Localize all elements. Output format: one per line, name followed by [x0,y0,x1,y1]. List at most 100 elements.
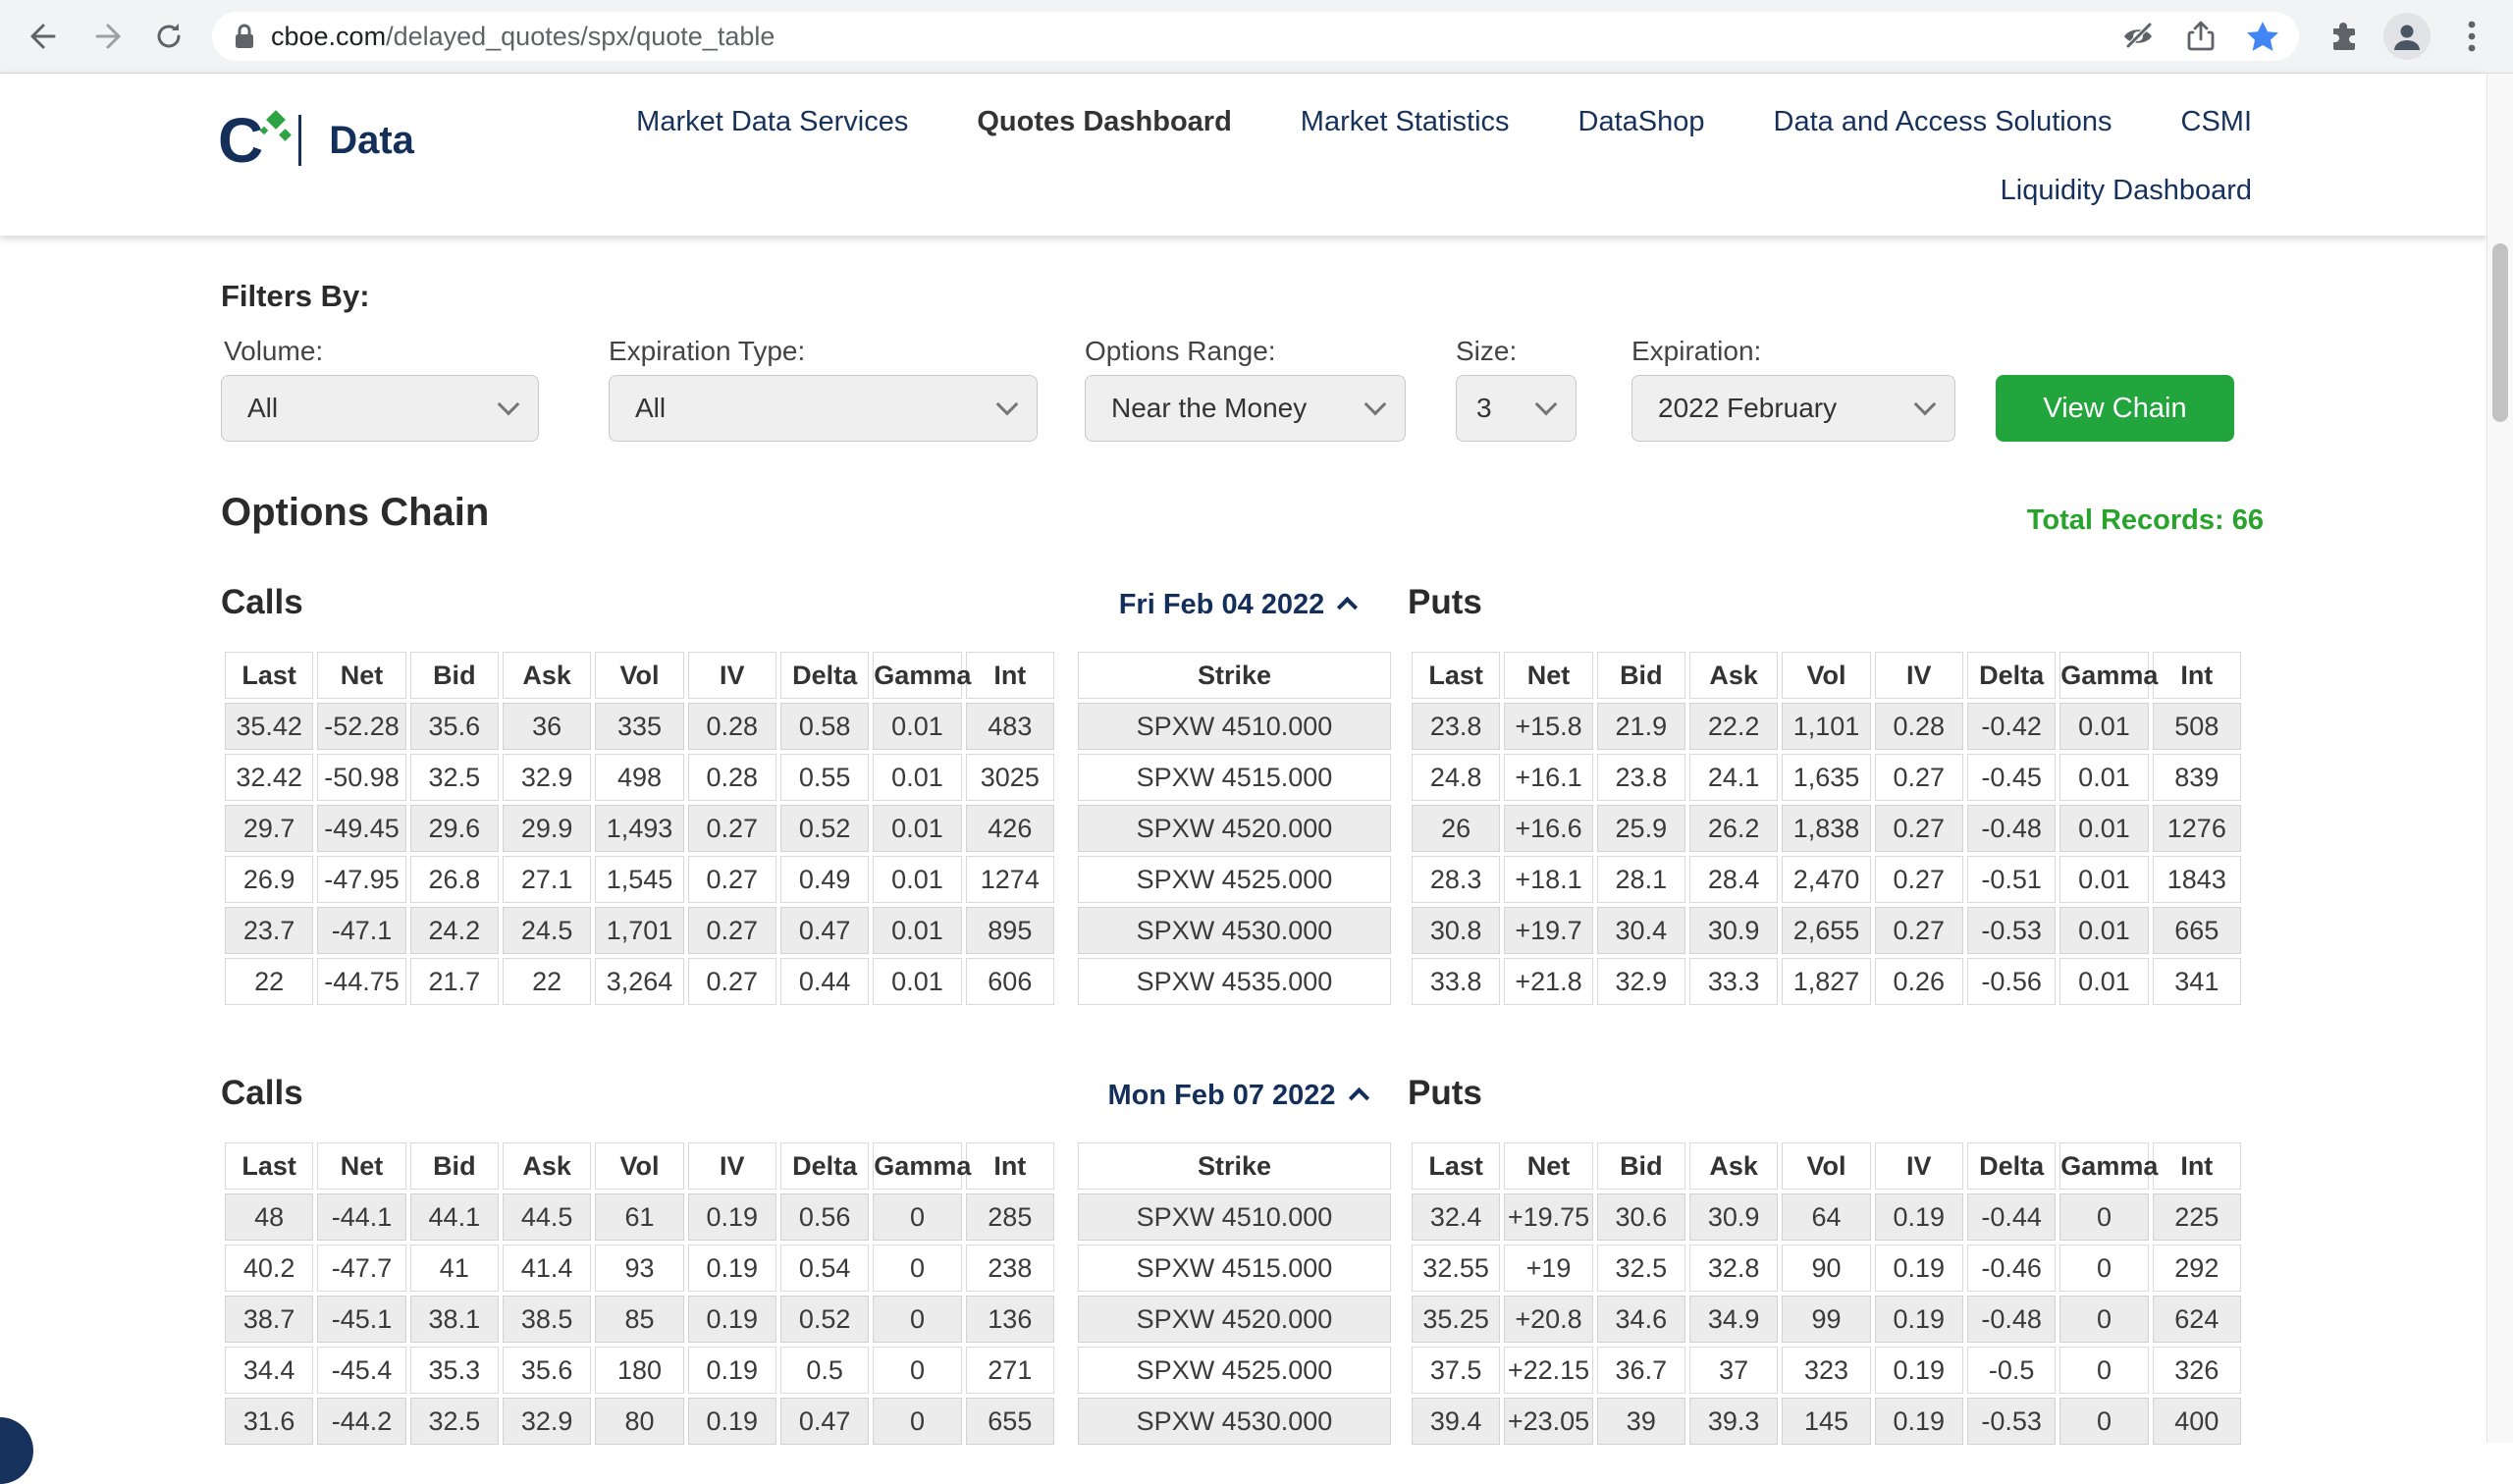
table-cell: 292 [2152,1245,2241,1292]
table-cell: 0.01 [873,805,962,852]
table-cell: 0.01 [2059,958,2149,1005]
table-cell: 498 [595,754,684,801]
table-cell: 22 [225,958,314,1005]
profile-avatar-icon[interactable] [2383,13,2431,60]
expiration-label: Expiration: [1631,336,1762,366]
strike-table: Strike SPXW 4510.000 SPXW 4515.000 SPXW 452… [1074,648,1395,1009]
nav-csmi[interactable]: CSMI [2180,106,2253,137]
nav-market-statistics[interactable]: Market Statistics [1300,106,1510,137]
expiration-date-toggle[interactable]: Mon Feb 07 2022 [991,1080,1482,1112]
hidden-eye-icon[interactable] [2120,21,2156,52]
table-cell: 26.9 [225,856,314,903]
expiration-select[interactable]: 2022 February [1631,375,1955,442]
table-cell: 1,545 [595,856,684,903]
table-cell: 23.7 [225,907,314,954]
column-header: Delta [779,652,870,699]
table-cell: 22.2 [1688,703,1779,750]
expiration-type-select[interactable]: All [609,375,1038,442]
expiration-type-value: All [635,393,667,423]
bookmark-star-icon[interactable] [2246,20,2279,53]
table-cell: 41.4 [502,1245,592,1292]
table-cell: 0.54 [779,1245,870,1292]
column-header: IV [1874,1142,1963,1190]
table-cell: 0.19 [687,1245,776,1292]
nav-market-data-services[interactable]: Market Data Services [636,106,909,137]
column-header: Int [965,652,1054,699]
table-cell: 30.6 [1596,1193,1685,1241]
table-cell: 32.9 [502,1398,592,1445]
table-cell: 0.52 [779,1296,870,1343]
nav-liquidity-dashboard[interactable]: Liquidity Dashboard [2000,175,2252,206]
table-cell: 1,635 [1782,754,1871,801]
table-cell: 32.55 [1412,1245,1501,1292]
table-cell: 0.28 [687,754,776,801]
logo-divider [298,115,302,166]
sparkle-diamond-icon [266,110,286,130]
url-text: cboe.com/delayed_quotes/spx/quote_table [271,22,775,52]
table-cell: 3,264 [595,958,684,1005]
table-cell: 0.01 [2059,754,2149,801]
table-cell: 23.8 [1412,703,1501,750]
column-header: Ask [502,652,592,699]
table-cell: -0.48 [1966,805,2057,852]
reload-icon[interactable] [149,17,188,56]
options-chain-title: Options Chain [221,491,490,534]
table-cell: 38.5 [502,1296,592,1343]
share-icon[interactable] [2185,20,2217,53]
menu-dots-icon[interactable] [2452,17,2491,56]
column-header: IV [687,1142,776,1190]
options-range-select[interactable]: Near the Money [1085,375,1406,442]
table-cell: 35.25 [1412,1296,1501,1343]
strike-table: Strike SPXW 4510.000 SPXW 4515.000 SPXW 452… [1074,1139,1395,1449]
size-select[interactable]: 3 [1456,375,1577,442]
table-cell: 0.47 [779,1398,870,1445]
table-cell: 0 [2059,1193,2149,1241]
table-cell: 93 [595,1245,684,1292]
table-cell: +23.05 [1504,1398,1593,1445]
extensions-puzzle-icon[interactable] [2325,17,2364,56]
view-chain-button[interactable]: View Chain [1996,375,2234,442]
strike-cell: SPXW 4510.000 [1078,1193,1391,1241]
table-cell: 32.5 [409,754,499,801]
chevron-down-icon [497,393,520,416]
strike-cell: SPXW 4525.000 [1078,1347,1391,1394]
table-cell: 0 [2059,1245,2149,1292]
expiration-date-label: Fri Feb 04 2022 [1118,589,1325,620]
table-cell: -52.28 [317,703,406,750]
floating-widget[interactable] [0,1417,33,1484]
table-cell: 0.44 [779,958,870,1005]
column-header: Last [1412,1142,1501,1190]
table-cell: 0.26 [1874,958,1963,1005]
table-cell: 0 [873,1245,962,1292]
table-cell: 0.27 [687,907,776,954]
scrollbar-thumb[interactable] [2492,243,2508,422]
table-cell: 136 [965,1296,1054,1343]
table-cell: 0.27 [1874,754,1963,801]
table-cell: +19.7 [1504,907,1593,954]
table-cell: 35.6 [502,1347,592,1394]
table-cell: 39.3 [1688,1398,1779,1445]
puts-heading: Puts [1408,1074,1482,1112]
volume-select[interactable]: All [221,375,539,442]
table-cell: 32.5 [409,1398,499,1445]
forward-icon[interactable] [90,17,130,56]
sparkle-diamond-icon [279,129,292,141]
table-cell: 0.19 [1874,1193,1963,1241]
nav-quotes-dashboard[interactable]: Quotes Dashboard [977,106,1232,137]
table-cell: 0.01 [2059,703,2149,750]
column-header: Net [317,652,406,699]
nav-datashop[interactable]: DataShop [1577,106,1705,137]
column-header: Delta [1966,652,2057,699]
expiration-date-toggle[interactable]: Fri Feb 04 2022 [991,589,1482,621]
table-cell: 40.2 [225,1245,314,1292]
chevron-down-icon [995,393,1019,416]
column-header: Int [2152,652,2241,699]
url-bar[interactable]: cboe.com/delayed_quotes/spx/quote_table [212,12,2299,61]
nav-data-access-solutions[interactable]: Data and Access Solutions [1773,106,2112,137]
caret-up-icon [1348,1086,1369,1109]
back-icon[interactable] [22,17,61,56]
table-cell: 29.6 [409,805,499,852]
cboe-logo[interactable]: C Data [218,109,414,172]
table-cell: +20.8 [1504,1296,1593,1343]
column-header: Int [2152,1142,2241,1190]
